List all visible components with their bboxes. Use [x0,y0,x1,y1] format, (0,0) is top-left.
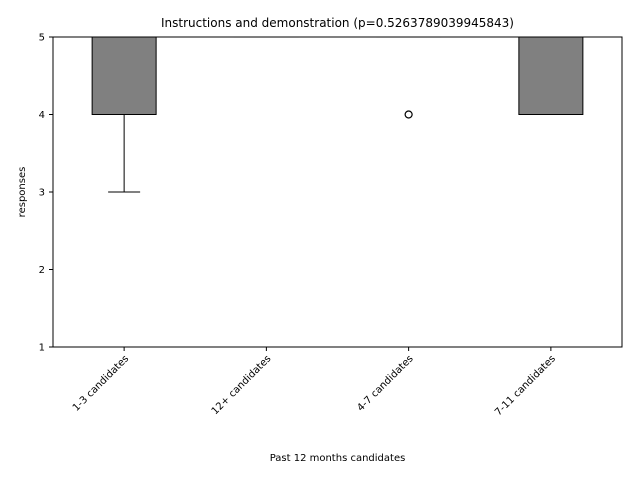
x-tick-label: 12+ candidates [210,353,274,417]
plot-area [91,36,584,193]
x-axis-label: Past 12 months candidates [270,453,406,464]
outlier-point [404,110,413,119]
box-body [518,36,584,115]
y-tick-label: 1 [39,343,45,354]
x-tick-label: 7-11 candidates [493,353,558,418]
box-body [91,36,157,115]
x-tick-label: 4-7 candidates [355,353,415,413]
y-tick-label: 5 [39,33,45,44]
box-group [376,36,442,119]
box-group [518,36,584,115]
y-tick-label: 2 [39,265,45,276]
x-tick-label: 1-3 candidates [71,353,131,413]
box-group [91,36,157,193]
y-tick-label: 4 [39,110,45,121]
y-axis-label: responses [17,167,28,218]
y-tick-label: 3 [39,188,45,199]
chart-title: Instructions and demonstration (p=0.5263… [161,16,514,30]
